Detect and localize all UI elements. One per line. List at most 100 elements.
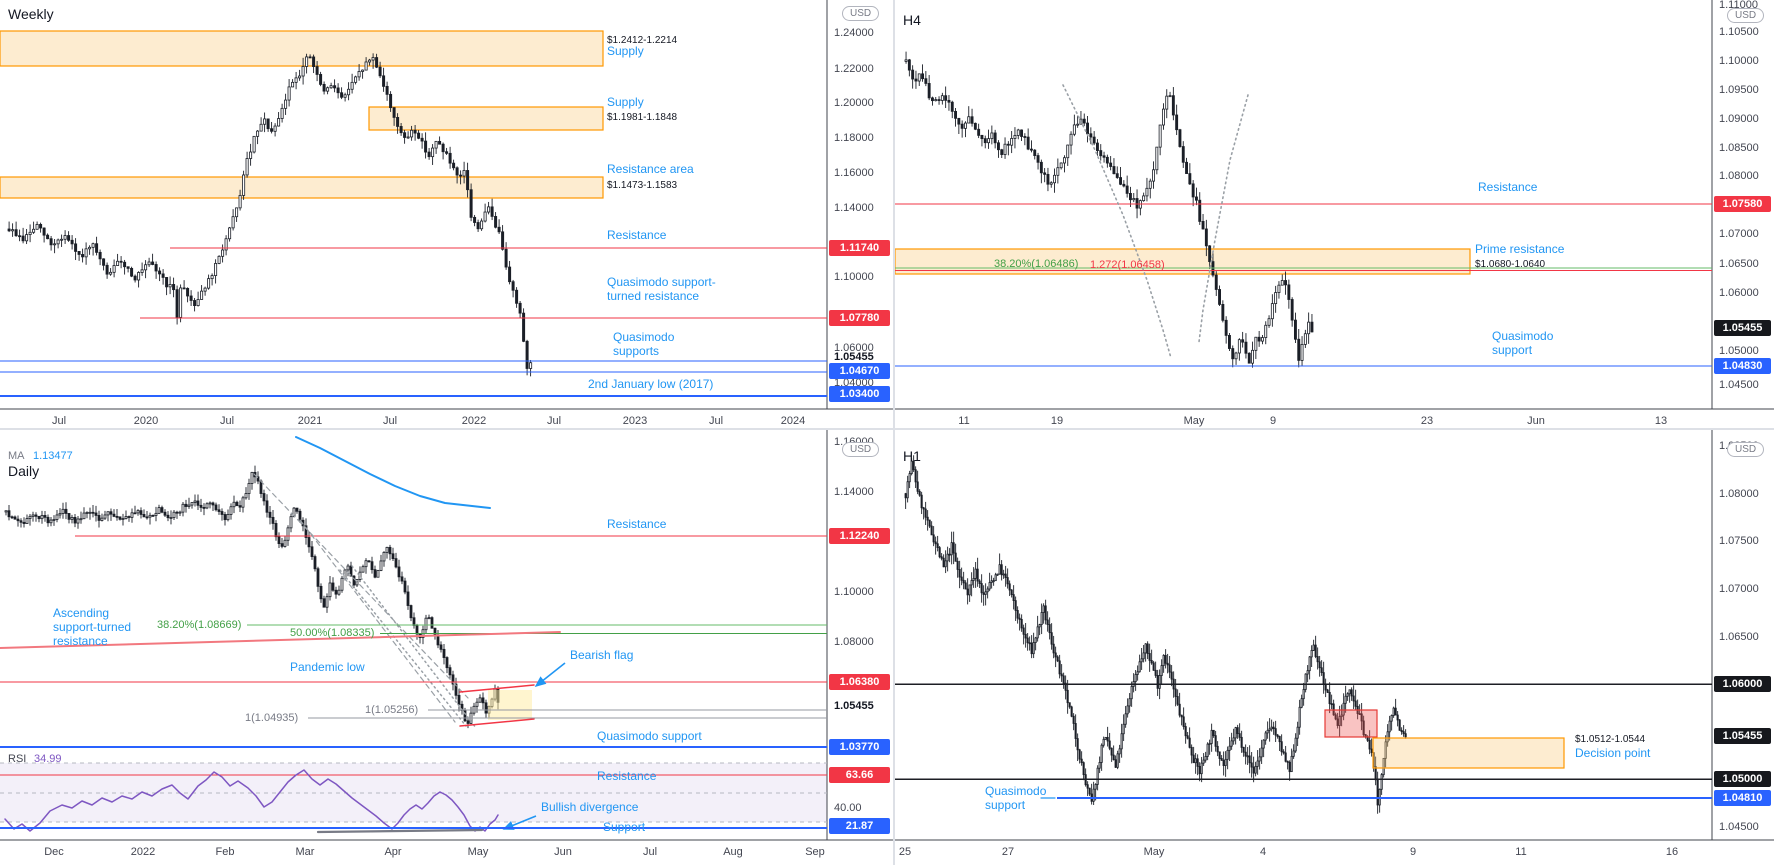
time-label: 27	[1001, 846, 1015, 858]
annotation-label: RSI	[8, 753, 27, 765]
price-tick: 1.10000	[1719, 55, 1759, 67]
time-label: May	[467, 846, 489, 858]
time-label: 2021	[297, 415, 323, 427]
time-label: May	[1183, 415, 1205, 427]
currency-badge[interactable]: USD	[1727, 442, 1765, 457]
price-tick: 1.05000	[1719, 345, 1759, 357]
annotation-label: Resistance	[607, 228, 667, 242]
time-label: Jun	[1527, 415, 1545, 427]
annotation-label: $1.1473-1.1583	[607, 180, 678, 191]
annotation-label: $1.0680-1.0640	[1475, 259, 1546, 270]
time-label: Jun	[554, 846, 572, 858]
panel-daily-chart[interactable]: Daily MA 1.13477 Resistance Ascending suppor…	[0, 430, 893, 865]
time-label: 11	[1515, 846, 1527, 858]
chart-canvas-h4	[895, 0, 1774, 410]
price-tick: 1.09000	[1719, 113, 1759, 125]
price-badge: 1.04830	[1714, 358, 1771, 374]
annotation-label: Pandemic low	[290, 660, 365, 674]
price-badge: 1.03770	[829, 739, 890, 755]
price-tick: 1.06000	[1719, 287, 1759, 299]
time-label: 9	[1269, 415, 1277, 427]
time-label: 25	[898, 846, 912, 858]
annotation-label: Supply	[607, 95, 644, 109]
time-label: 11	[958, 415, 970, 427]
time-label: 13	[1654, 415, 1668, 427]
price-tick: 1.04500	[1719, 821, 1759, 833]
last-price-label: 1.05455	[834, 351, 874, 363]
annotation-label: support	[985, 798, 1026, 812]
annotation-label: Bearish flag	[570, 648, 634, 662]
annotation-label: Decision point	[1575, 746, 1651, 760]
price-badge: 1.04670	[829, 363, 890, 379]
price-badge: 1.05000	[1714, 771, 1771, 787]
price-badge: 1.04810	[1714, 790, 1771, 806]
annotation-label: Quasimodo	[613, 330, 675, 344]
price-tick: 1.08000	[834, 636, 874, 648]
annotation-label: 1.272(1.06458)	[1090, 259, 1165, 271]
price-badge: 1.05455	[1714, 320, 1771, 336]
time-label: Mar	[295, 846, 315, 858]
time-label: Feb	[215, 846, 235, 858]
currency-badge[interactable]: USD	[1727, 8, 1765, 23]
price-badge: 1.07780	[829, 310, 890, 326]
annotation-label: Quasimodo support	[597, 729, 702, 743]
annotation-label: Resistance	[607, 517, 667, 531]
price-badge: 1.07580	[1714, 196, 1771, 212]
panel-title-h1: H1	[903, 448, 921, 464]
annotation-label: turned resistance	[607, 289, 700, 303]
price-tick: 1.10000	[834, 586, 874, 598]
price-badge: 1.03400	[829, 386, 890, 402]
annotation-label: Resistance	[597, 769, 657, 783]
time-label: Dec	[44, 846, 64, 858]
price-tick: 1.09500	[1719, 84, 1759, 96]
time-label: 9	[1409, 846, 1417, 858]
annotation-label: Bullish divergence	[541, 800, 639, 814]
price-tick: 1.04500	[1719, 379, 1759, 391]
price-tick: 1.07500	[1719, 535, 1759, 547]
annotation-label: 1(1.05256)	[365, 704, 419, 716]
time-axis-h1[interactable]	[895, 840, 1774, 865]
time-label: Apr	[384, 846, 402, 858]
annotation-label: Prime resistance	[1475, 242, 1565, 256]
annotation-label: Resistance area	[607, 162, 694, 176]
price-badge: 21.87	[829, 818, 890, 834]
price-badge: 1.12240	[829, 528, 890, 544]
annotation-label: Quasimodo	[985, 784, 1047, 798]
annotation-label: support-turned	[53, 620, 132, 634]
price-tick: 1.07000	[1719, 228, 1759, 240]
annotation-label: resistance	[53, 634, 108, 648]
panel-h1-chart[interactable]: H1 $1.0512-1.0544 Decision point Quasimodo…	[895, 430, 1774, 865]
currency-badge[interactable]: USD	[842, 442, 880, 457]
time-axis-h4[interactable]	[895, 409, 1774, 429]
annotation-label: 38.20%(1.08669)	[157, 619, 242, 631]
panel-h4-chart[interactable]: H4 Resistance Prime resistance $1.0680-1.0…	[895, 0, 1774, 429]
time-label: May	[1143, 846, 1165, 858]
price-tick: 1.06000	[834, 342, 874, 354]
chart-canvas-daily	[0, 430, 893, 841]
time-label: Jul	[219, 415, 235, 427]
price-tick: 1.08000	[1719, 170, 1759, 182]
annotation-label: $1.1981-1.1848	[607, 112, 678, 123]
price-tick: 1.24000	[834, 27, 874, 39]
price-tick: 1.10000	[834, 271, 874, 283]
time-label: 19	[1050, 415, 1064, 427]
annotation-label: 50.00%(1.08335)	[290, 627, 375, 639]
currency-badge[interactable]: USD	[842, 6, 880, 21]
price-tick: 1.22000	[834, 63, 874, 75]
annotation-label: Ascending	[53, 606, 110, 620]
panel-divider	[0, 428, 1774, 430]
annotation-label: Supply	[607, 44, 644, 58]
panel-weekly-chart[interactable]: Weekly $1.2412-1.2214 Supply Supply $1.1981…	[0, 0, 893, 429]
time-label: Jul	[546, 415, 562, 427]
price-tick: 1.14000	[834, 486, 874, 498]
price-tick: 1.18000	[834, 132, 874, 144]
price-tick: 40.00	[834, 802, 862, 814]
time-label: 2023	[622, 415, 648, 427]
price-badge: 1.11740	[829, 240, 890, 256]
annotation-label: Quasimodo support-	[607, 275, 716, 289]
price-badge: 1.06000	[1714, 676, 1771, 692]
time-label: Jul	[642, 846, 658, 858]
price-tick: 1.08000	[1719, 488, 1759, 500]
price-tick: 1.16000	[834, 167, 874, 179]
